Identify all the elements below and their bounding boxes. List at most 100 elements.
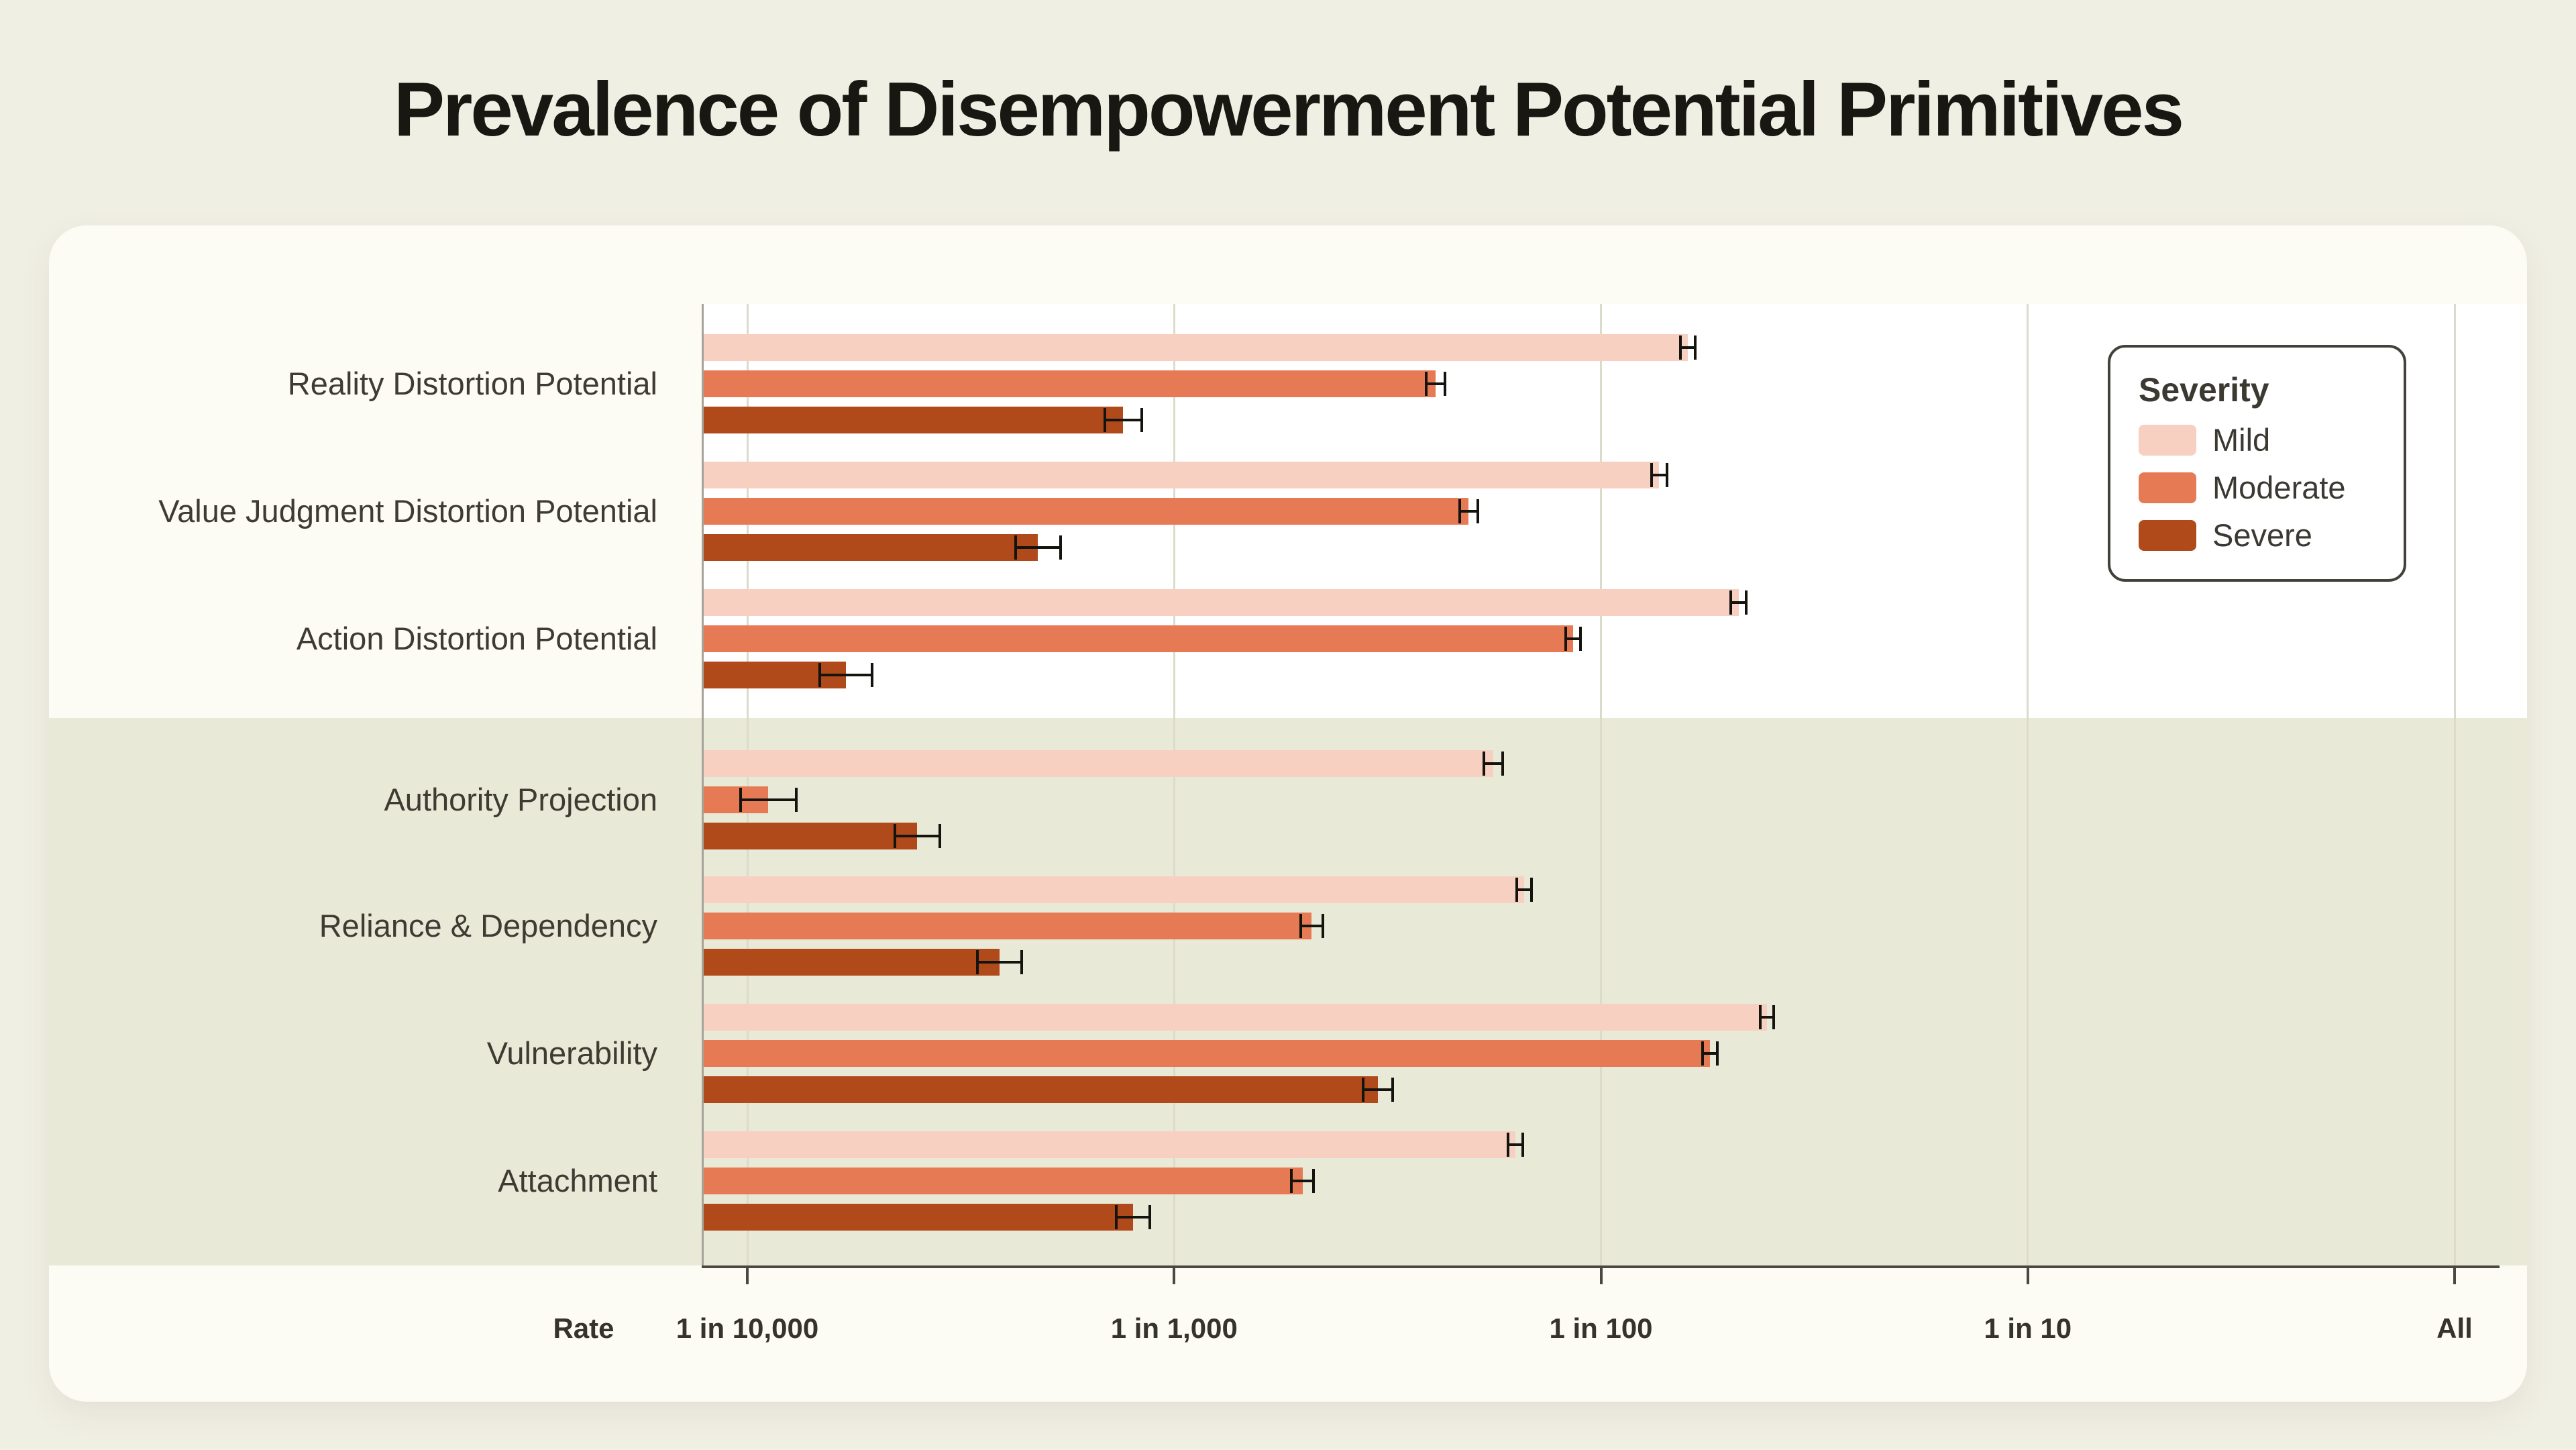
error-bar-cap	[975, 950, 979, 974]
error-bar-cap	[1425, 372, 1428, 396]
error-bar-cap	[938, 824, 941, 848]
bar-mild	[702, 1131, 1515, 1158]
error-bar-cap	[1564, 627, 1567, 651]
error-bar-cap	[1312, 1169, 1316, 1193]
error-bar-cap	[1391, 1078, 1394, 1102]
error-bar-line	[1516, 888, 1532, 891]
error-bar-line	[1702, 1052, 1717, 1055]
error-bar-line	[977, 961, 1022, 964]
error-bar-cap	[1103, 408, 1106, 432]
error-bar-cap	[1759, 1005, 1762, 1029]
category-label: Reality Distortion Potential	[287, 366, 657, 401]
error-bar-cap	[893, 824, 896, 848]
error-bar-line	[1459, 510, 1479, 513]
error-bar-cap	[1715, 1041, 1719, 1066]
legend-swatch-severe	[2139, 519, 2196, 551]
bar-moderate	[702, 370, 1436, 397]
error-bar-cap	[1443, 372, 1446, 396]
bar-severe	[702, 1204, 1133, 1231]
bar-moderate	[702, 625, 1573, 652]
category-label: Authority Projection	[384, 782, 657, 817]
legend-swatch-moderate	[2139, 472, 2196, 503]
error-bar-cap	[1299, 914, 1302, 938]
error-bar-cap	[1477, 499, 1480, 523]
error-bar-cap	[1361, 1078, 1364, 1102]
error-bar-cap	[1701, 1041, 1704, 1066]
gridline	[2453, 304, 2456, 1265]
legend-item-moderate: Moderate	[2139, 469, 2375, 506]
error-bar-cap	[1529, 878, 1533, 902]
error-bar-cap	[1578, 627, 1582, 651]
error-bar-line	[1104, 419, 1142, 421]
error-bar-cap	[1772, 1005, 1775, 1029]
error-bar-cap	[1729, 590, 1733, 615]
error-bar-line	[1116, 1216, 1150, 1219]
error-bar-cap	[1501, 752, 1505, 776]
x-tick-label: 1 in 100	[1549, 1312, 1653, 1344]
error-bar-line	[1362, 1088, 1393, 1091]
bar-mild	[702, 876, 1524, 903]
error-bar-cap	[1483, 752, 1486, 776]
error-bar-line	[740, 798, 797, 801]
error-bar-cap	[870, 663, 873, 687]
error-bar-line	[1016, 546, 1061, 549]
bar-severe	[702, 1076, 1378, 1103]
error-bar-cap	[795, 788, 798, 812]
category-label: Value Judgment Distortion Potential	[158, 493, 657, 529]
bar-moderate	[702, 498, 1469, 525]
error-bar-line	[1652, 474, 1667, 476]
legend-label: Severe	[2212, 517, 2312, 553]
x-axis-title: Rate	[553, 1312, 614, 1344]
x-axis-line	[702, 1265, 2500, 1268]
bar-mild	[702, 589, 1739, 616]
gridline	[1173, 304, 1175, 1265]
error-bar-cap	[1059, 535, 1062, 560]
bar-mild	[702, 1004, 1768, 1031]
x-tick-mark	[2453, 1268, 2456, 1284]
gridline	[2027, 304, 2029, 1265]
error-bar-cap	[1114, 1205, 1118, 1229]
error-bar-cap	[818, 663, 821, 687]
error-bar-cap	[1321, 914, 1324, 938]
error-bar-line	[894, 835, 940, 837]
error-bar-line	[1426, 382, 1445, 385]
x-tick-label: All	[2436, 1312, 2473, 1344]
page-title: Prevalence of Disempowerment Potential P…	[394, 67, 2184, 152]
x-tick-mark	[2026, 1268, 2029, 1284]
legend-items: Mild Moderate Severe	[2139, 421, 2375, 554]
error-bar-line	[819, 674, 872, 676]
error-bar-cap	[1650, 463, 1654, 487]
error-bar-cap	[1665, 463, 1668, 487]
error-bar-cap	[739, 788, 742, 812]
bar-mild	[702, 462, 1660, 488]
category-label: Attachment	[498, 1163, 657, 1198]
error-bar-line	[1680, 346, 1696, 349]
error-bar-cap	[1506, 1133, 1509, 1157]
error-bar-cap	[1521, 1133, 1524, 1157]
bar-moderate	[702, 1168, 1303, 1194]
category-label: Action Distortion Potential	[296, 621, 657, 656]
error-bar-line	[1731, 601, 1746, 604]
x-tick-label: 1 in 10,000	[676, 1312, 819, 1344]
x-tick-mark	[1173, 1268, 1176, 1284]
legend-item-severe: Severe	[2139, 517, 2375, 554]
bar-severe	[702, 823, 918, 849]
gridline	[746, 304, 749, 1265]
error-bar-line	[1484, 762, 1503, 765]
error-bar-cap	[1515, 878, 1518, 902]
legend: Severity Mild Moderate Severe	[2108, 345, 2406, 582]
error-bar-line	[1507, 1143, 1523, 1146]
error-bar-cap	[1290, 1169, 1293, 1193]
bar-mild	[702, 750, 1494, 777]
gridline	[1600, 304, 1602, 1265]
x-tick-mark	[746, 1268, 749, 1284]
legend-label: Moderate	[2212, 470, 2346, 505]
bar-mild	[702, 334, 1688, 361]
y-axis-line	[702, 304, 704, 1268]
error-bar-line	[1760, 1016, 1774, 1019]
x-tick-label: 1 in 10	[1984, 1312, 2072, 1344]
legend-swatch-mild	[2139, 424, 2196, 456]
x-tick-mark	[1599, 1268, 1603, 1284]
category-label: Vulnerability	[486, 1035, 657, 1071]
legend-title: Severity	[2139, 371, 2269, 409]
